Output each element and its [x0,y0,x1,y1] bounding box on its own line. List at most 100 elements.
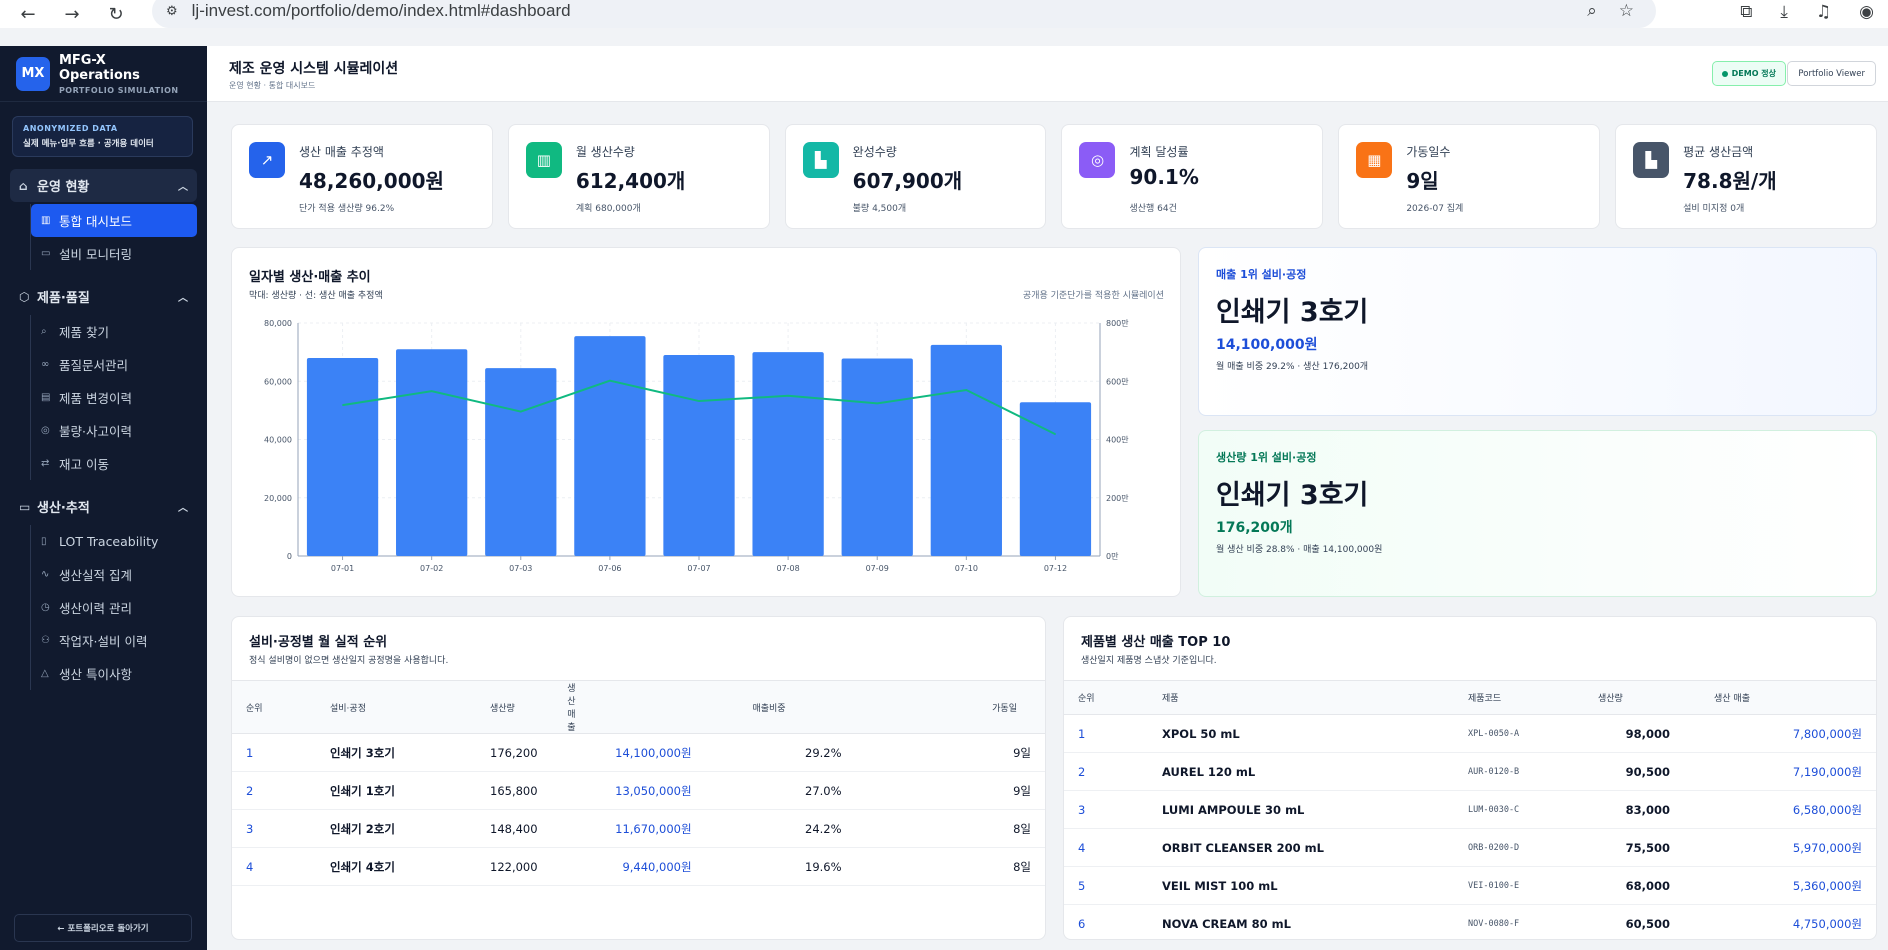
download-icon[interactable]: ⤓ [1780,2,1788,22]
brand-title: MFG-X Operations [58,52,140,83]
table-row[interactable]: 3 인쇄기 2호기 148,400 11,670,000원 24.2% 8일 [232,809,1045,848]
status-badge-label: DEMO 정상 [1731,69,1776,78]
status-dot-icon [1721,70,1728,77]
nav-group-label: 운영 현황 [37,180,90,195]
column-header[interactable]: 제품코드 [1454,680,1584,715]
column-header[interactable]: 설비·공정 [316,680,476,734]
sidebar-item-equipment-monitor[interactable]: ▭ 설비 모니터링 [31,237,197,270]
kpi-label: 월 생산수량 [575,145,635,159]
nav-group-head-production-tracking[interactable]: ▭ 생산·추적 ︿ [10,490,197,523]
column-header[interactable]: 생산 매출 [551,680,706,734]
sidebar-item-production-history[interactable]: ◷ 생산이력 관리 [31,591,197,624]
bar-chart-icon: ▥ [525,142,562,178]
url-text[interactable]: lj-invest.com/portfolio/demo/index.html#… [191,1,571,20]
equipment-ranking-table: 순위 설비·공정 생산량 생산 매출 매출비중 가동일 1 인쇄기 3호기 17… [232,680,1045,886]
forward-arrow-icon[interactable]: → [64,3,80,25]
table-row[interactable]: 4 ORBIT CLEANSER 200 mL ORB-0200-D 75,50… [1064,828,1876,867]
sidebar-item-production-summary[interactable]: ∿ 생산실적 집계 [31,558,197,591]
sidebar-item-label: 작업자·설비 이력 [59,634,148,649]
table-row[interactable]: 3 LUMI AMPOULE 30 mL LUM-0030-C 83,000 6… [1064,790,1876,829]
column-header[interactable]: 생산량 [1584,680,1684,715]
product-code-cell: ORB-0200-D [1454,828,1584,867]
column-header[interactable]: 순위 [1064,680,1148,715]
y2-tick-label: 800만 [1106,319,1129,328]
sidebar-item-product-search[interactable]: ⌕ 제품 찾기 [31,315,197,348]
table-row[interactable]: 1 XPOL 50 mL XPL-0050-A 98,000 7,800,000… [1064,714,1876,753]
nav-group-production-tracking: ▭ 생산·추적 ︿ ▯ LOT Traceability ∿ 생산실적 집계 ◷… [10,490,197,690]
product-cell: LUMI AMPOULE 30 mL [1148,790,1454,829]
y2-tick-label: 600만 [1106,377,1129,386]
table-row[interactable]: 6 NOVA CREAM 80 mL NOV-0080-F 60,500 4,7… [1064,904,1876,939]
highlight-tag: 생산량 1위 설비·공정 [1216,451,1317,464]
zoom-icon[interactable]: ⌕ [1587,1,1597,21]
nav-group-head-product-quality[interactable]: ⬡ 제품·품질 ︿ [10,280,197,313]
anon-subtitle: 실제 메뉴·업무 흐름 · 공개용 데이터 [23,139,154,149]
product-cell: XPOL 50 mL [1148,714,1454,753]
highlight-sub: 월 매출 비중 29.2% · 생산 176,200개 [1216,362,1369,372]
site-info-icon[interactable]: ⚙ [166,3,178,19]
chevron-up-icon[interactable]: ︿ [178,182,188,193]
address-bar[interactable]: ⚙ lj-invest.com/portfolio/demo/index.htm… [152,0,1656,28]
sidebar-item-inventory-move[interactable]: ⇄ 재고 이동 [31,447,197,480]
product-revenue-card: 제품별 생산 매출 TOP 10 생산일지 제품명 스냅샷 기준입니다. 순위 … [1063,616,1877,940]
table-row[interactable]: 2 인쇄기 1호기 165,800 13,050,000원 27.0% 9일 [232,771,1045,810]
share-cell: 19.6% [705,847,856,886]
sidebar-item-production-notes[interactable]: △ 생산 특이사항 [31,657,197,690]
status-badge: DEMO 정상 [1711,61,1786,86]
revenue-cell: 7,190,000원 [1684,752,1876,791]
revenue-point [342,404,344,406]
rank-cell: 2 [232,771,316,810]
days-cell: 8일 [855,809,1045,848]
bookmark-star-icon[interactable]: ☆ [1618,1,1634,21]
sidebar-item-label: 제품 변경이력 [59,391,132,406]
product-revenue-table: 순위 제품 제품코드 생산량 생산 매출 1 XPOL 50 mL XPL-00… [1064,680,1876,939]
nav-group-head-operations[interactable]: ⌂ 운영 현황 ︿ [10,169,197,202]
quantity-cell: 176,200 [476,733,552,772]
sidebar-item-defect-history[interactable]: ◎ 불량·사고이력 [31,414,197,447]
table-row[interactable]: 1 인쇄기 3호기 176,200 14,100,000원 29.2% 9일 [232,733,1045,772]
media-icon[interactable]: ♫ [1815,2,1832,22]
sidebar-item-worker-equipment[interactable]: ⚇ 작업자·설비 이력 [31,624,197,657]
home-icon: ⌂ [19,178,28,193]
table-row[interactable]: 5 VEIL MIST 100 mL VEI-0100-E 68,000 5,3… [1064,866,1876,905]
column-header[interactable]: 순위 [232,680,316,734]
factory-icon: ▙ [1633,142,1670,178]
column-header[interactable]: 매출비중 [705,680,856,734]
column-header[interactable]: 생산량 [476,680,552,734]
table-row[interactable]: 2 AUREL 120 mL AUR-0120-B 90,500 7,190,0… [1064,752,1876,791]
x-tick-label: 07-08 [776,564,799,573]
history-icon: ◷ [41,602,50,613]
portfolio-viewer-button[interactable]: Portfolio Viewer [1787,61,1876,86]
nav-group-label: 제품·품질 [37,291,90,306]
page-title: 제조 운영 시스템 시뮬레이션 [229,61,399,77]
x-tick-label: 07-03 [509,564,532,573]
column-header[interactable]: 생산 매출 [1684,680,1876,715]
revenue-cell: 7,800,000원 [1684,714,1876,753]
quantity-cell: 98,000 [1584,714,1684,753]
product-code-cell: AUR-0120-B [1454,752,1584,791]
trend-up-icon: ↗ [249,142,285,178]
y-tick-label: 80,000 [264,319,292,328]
profile-icon[interactable]: ◉ [1859,2,1874,22]
column-header[interactable]: 제품 [1148,680,1454,715]
chevron-up-icon[interactable]: ︿ [178,503,188,514]
chart-title: 일자별 생산·매출 추이 [249,270,371,285]
chevron-up-icon[interactable]: ︿ [178,293,188,304]
sidebar-item-lot-traceability[interactable]: ▯ LOT Traceability [31,525,197,558]
anonymized-notice: ANONYMIZED DATA 실제 메뉴·업무 흐름 · 공개용 데이터 [12,116,193,157]
table-row[interactable]: 4 인쇄기 4호기 122,000 9,440,000원 19.6% 8일 [232,847,1045,886]
extensions-icon[interactable]: ⧉ [1740,2,1753,22]
kpi-label: 생산 매출 추정액 [299,145,384,159]
back-to-portfolio-button[interactable]: ← 포트폴리오로 돌아가기 [14,914,192,942]
sidebar-item-quality-docs[interactable]: ∞ 품질문서관리 [31,348,197,381]
sidebar-item-product-changes[interactable]: ▤ 제품 변경이력 [31,381,197,414]
kpi-sub: 생산행 64건 [1129,204,1177,214]
sidebar-item-dashboard[interactable]: ▥ 통합 대시보드 [31,204,197,237]
reload-icon[interactable]: ↻ [108,3,124,25]
column-header[interactable]: 가동일 [855,680,1045,734]
factory-icon: ▙ [802,142,839,178]
equipment-cell: 인쇄기 3호기 [316,733,476,772]
nav-group-product-quality: ⬡ 제품·품질 ︿ ⌕ 제품 찾기 ∞ 품질문서관리 ▤ 제품 변경이력 ◎ 불… [10,280,197,480]
back-arrow-icon[interactable]: ← [20,3,36,25]
revenue-point [1054,433,1056,435]
